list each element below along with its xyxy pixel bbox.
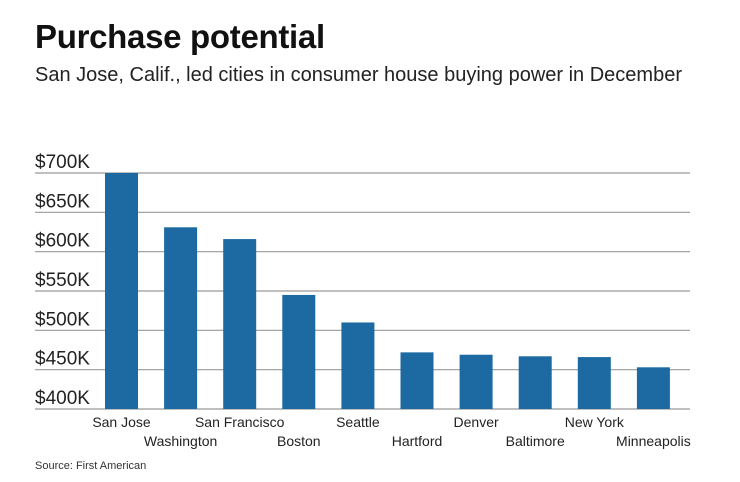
y-tick-label: $500K <box>35 309 90 330</box>
bar <box>223 239 257 409</box>
bar <box>636 367 670 409</box>
bar <box>400 352 434 409</box>
x-tick-label: New York <box>565 414 625 430</box>
bar <box>105 173 138 409</box>
y-tick-label: $600K <box>35 231 90 252</box>
x-tick-label: Baltimore <box>506 433 565 449</box>
bar <box>282 294 316 409</box>
bar <box>164 227 198 409</box>
x-tick-label: San Jose <box>92 414 151 430</box>
y-tick-label: $550K <box>35 270 90 291</box>
y-tick-label: $650K <box>35 191 90 212</box>
bar <box>577 357 611 409</box>
bar <box>518 356 552 409</box>
x-tick-label: Hartford <box>392 433 443 449</box>
source-note: Source: First American <box>35 460 147 472</box>
x-tick-label: San Francisco <box>195 414 285 430</box>
y-tick-label: $450K <box>35 349 90 370</box>
x-tick-label: Denver <box>454 414 499 430</box>
chart-title: Purchase potential <box>35 18 325 55</box>
y-tick-label: $400K <box>35 388 90 409</box>
y-tick-label: $700K <box>35 152 90 173</box>
x-tick-label: Minneapolis <box>616 433 691 449</box>
bar <box>341 322 375 409</box>
bar <box>459 354 493 409</box>
x-tick-label: Boston <box>277 433 321 449</box>
chart-subtitle: San Jose, Calif., led cities in consumer… <box>35 64 682 86</box>
x-tick-label: Seattle <box>336 414 380 430</box>
x-tick-label: Washington <box>144 433 217 449</box>
